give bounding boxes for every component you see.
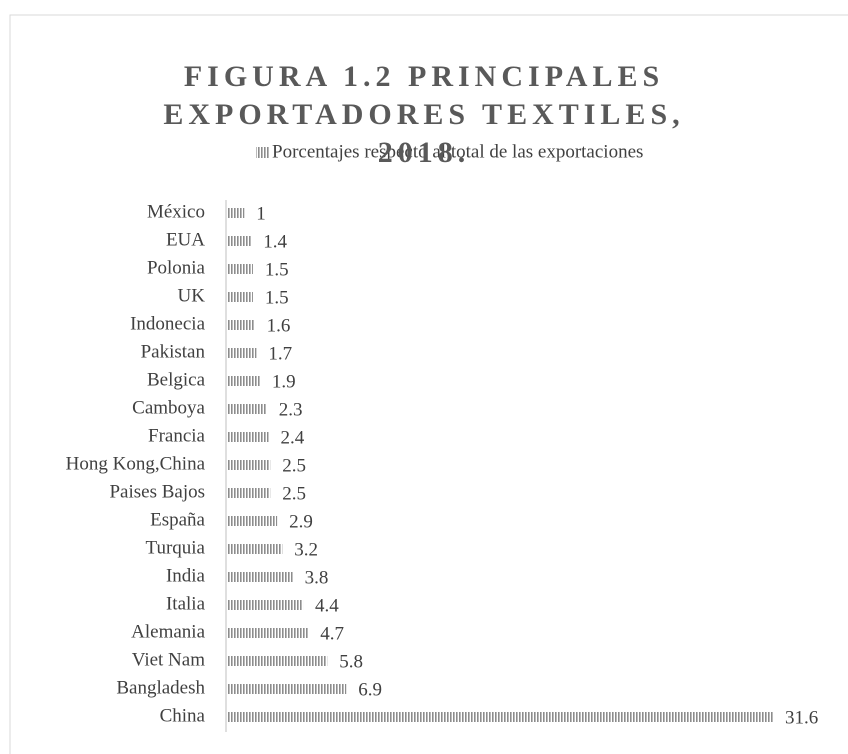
bar bbox=[227, 488, 271, 498]
data-label: 1.5 bbox=[265, 259, 289, 280]
y-tick-label: Polonia bbox=[147, 257, 206, 278]
y-tick-label: Bangladesh bbox=[116, 677, 205, 698]
bar bbox=[227, 432, 269, 442]
y-tick-label: Pakistan bbox=[141, 341, 206, 362]
bar bbox=[227, 684, 347, 694]
y-tick-label: Viet Nam bbox=[132, 649, 205, 670]
y-tick-label: EUA bbox=[166, 229, 205, 250]
legend-swatch bbox=[256, 147, 269, 158]
y-tick-label: India bbox=[166, 565, 206, 586]
y-tick-label: Alemania bbox=[131, 621, 205, 642]
bar bbox=[227, 712, 773, 722]
data-label: 1.9 bbox=[272, 371, 296, 392]
y-tick-label: Francia bbox=[148, 425, 206, 446]
y-tick-label: Camboya bbox=[132, 397, 205, 418]
data-label: 3.8 bbox=[305, 567, 329, 588]
bar bbox=[227, 208, 245, 218]
data-label: 2.4 bbox=[280, 427, 304, 448]
y-tick-label: Belgica bbox=[147, 369, 206, 390]
bar bbox=[227, 376, 260, 386]
y-tick-label: Indonecia bbox=[130, 313, 205, 334]
y-tick-label: China bbox=[160, 705, 206, 726]
y-tick-label: Paises Bajos bbox=[109, 481, 205, 502]
data-label: 1.7 bbox=[268, 343, 292, 364]
chart-title: FIGURA 1.2 PRINCIPALES EXPORTADORES TEXT… bbox=[163, 60, 685, 169]
y-tick-label: Italia bbox=[166, 593, 206, 614]
data-label: 2.3 bbox=[279, 399, 303, 420]
bar bbox=[227, 460, 271, 470]
legend-label: Porcentajes respecto al total de las exp… bbox=[272, 141, 643, 162]
data-label: 4.4 bbox=[315, 595, 339, 616]
chart-frame bbox=[9, 14, 848, 754]
bar bbox=[227, 292, 253, 302]
data-label: 2.5 bbox=[282, 455, 306, 476]
y-tick-label: Hong Kong,China bbox=[66, 453, 206, 474]
data-label: 31.6 bbox=[785, 707, 818, 728]
y-tick-label: UK bbox=[178, 285, 206, 306]
data-label: 1 bbox=[256, 203, 266, 224]
bar bbox=[227, 236, 252, 246]
data-label: 1.4 bbox=[263, 231, 287, 252]
bar bbox=[227, 320, 255, 330]
bar bbox=[227, 404, 267, 414]
bar bbox=[227, 572, 293, 582]
y-tick-label: México bbox=[147, 201, 205, 222]
bar bbox=[227, 600, 304, 610]
data-label: 4.7 bbox=[320, 623, 344, 644]
bar bbox=[227, 348, 257, 358]
data-label: 5.8 bbox=[339, 651, 363, 672]
bar bbox=[227, 628, 309, 638]
y-tick-label: Turquia bbox=[146, 537, 206, 558]
bar bbox=[227, 516, 278, 526]
data-label: 2.9 bbox=[289, 511, 313, 532]
bar bbox=[227, 264, 253, 274]
y-tick-label: España bbox=[150, 509, 205, 530]
data-label: 3.2 bbox=[294, 539, 318, 560]
data-label: 6.9 bbox=[358, 679, 382, 700]
data-label: 2.5 bbox=[282, 483, 306, 504]
data-label: 1.5 bbox=[265, 287, 289, 308]
data-label: 1.6 bbox=[267, 315, 291, 336]
bar bbox=[227, 656, 328, 666]
bar bbox=[227, 544, 283, 554]
